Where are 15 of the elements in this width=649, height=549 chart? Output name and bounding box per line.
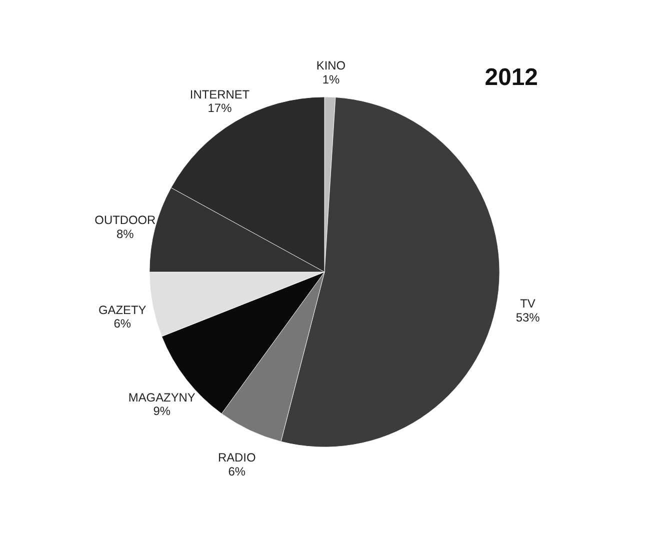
data-label: 9%	[153, 404, 171, 418]
data-label: 8%	[116, 226, 134, 241]
data-label: 53%	[516, 310, 540, 324]
slice-label: INTERNET	[190, 87, 250, 102]
slice-label: OUTDOOR	[94, 213, 156, 228]
slice-label: KINO	[316, 58, 346, 73]
data-label: 6%	[114, 316, 132, 331]
chart-title: 2012	[484, 64, 538, 91]
data-label: 1%	[322, 72, 340, 86]
slice-label: GAZETY	[98, 302, 146, 317]
data-label: 17%	[208, 100, 232, 115]
slice-label: RADIO	[218, 450, 256, 465]
slice-label: MAGAZYNY	[128, 390, 196, 405]
slice-label: TV	[520, 296, 536, 311]
data-label: 6%	[228, 464, 246, 478]
